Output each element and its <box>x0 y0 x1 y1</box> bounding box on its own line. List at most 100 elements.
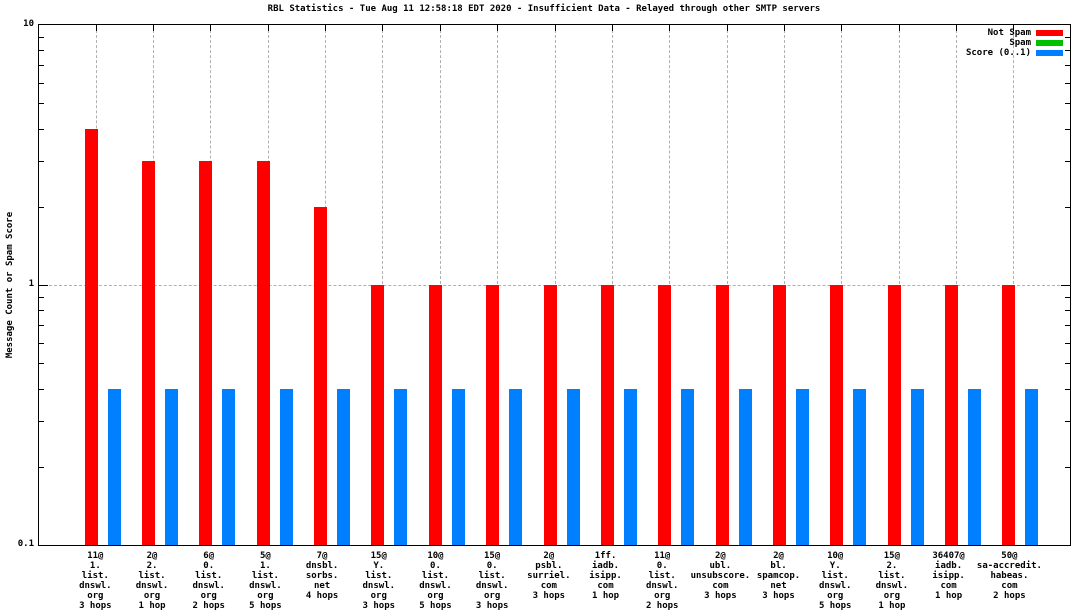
bar-not-spam <box>142 160 156 545</box>
chart-title: RBL Statistics - Tue Aug 11 12:58:18 EDT… <box>267 4 821 14</box>
bar-score <box>279 388 293 545</box>
bar-score <box>681 388 695 545</box>
y-axis-tick <box>39 466 44 468</box>
y-axis-tick <box>39 363 44 365</box>
legend-label: Not Spam <box>987 28 1031 38</box>
y-axis-tick <box>39 310 44 312</box>
category-label: 1ff. iadb. isipp. com 1 hop <box>589 551 622 601</box>
category-label: 50@ sa-accredit. habeas. com 2 hops <box>976 551 1042 601</box>
category-label: 15@ 0. list. dnswl. org 3 hops <box>475 551 509 611</box>
y-axis-tick <box>1065 36 1070 38</box>
category-cell <box>985 25 1042 545</box>
bar-score <box>394 388 408 545</box>
bar-not-spam <box>314 206 328 545</box>
y-axis-tick <box>39 206 44 208</box>
bar-not-spam <box>945 285 959 545</box>
category-label: 10@ Y. list. dnswl. org 5 hops <box>818 551 852 611</box>
legend-item: Score (0..1) <box>966 48 1063 58</box>
x-tick-top <box>439 25 441 31</box>
y-axis-tick <box>1065 82 1070 84</box>
bar-not-spam <box>830 285 844 545</box>
x-tick-top <box>382 25 384 31</box>
bar-not-spam <box>772 285 786 545</box>
category-cell <box>469 25 526 545</box>
category-label: 2@ psbl. surriel. com 3 hops <box>527 551 571 601</box>
category-label: 7@ dnsbl. sorbs. net 4 hops <box>305 551 339 601</box>
category-cell <box>182 25 239 545</box>
y-axis-tick <box>1065 342 1070 344</box>
bar-score <box>910 388 924 545</box>
y-axis-tick <box>1065 388 1070 390</box>
category-cell <box>870 25 927 545</box>
legend-label: Spam <box>1009 38 1031 48</box>
y-axis-tick <box>39 160 44 162</box>
bar-score <box>968 388 982 545</box>
bar-score <box>795 388 809 545</box>
y-axis-tick <box>39 50 44 52</box>
x-tick-top <box>497 25 499 31</box>
legend-item: Not Spam <box>966 28 1063 38</box>
y-axis-tick <box>1065 363 1070 365</box>
category-label: 2@ ubl. unsubscore. com 3 hops <box>690 551 751 601</box>
category-cell <box>755 25 812 545</box>
category-label: 11@ 0. list. dnswl. org 2 hops <box>645 551 679 611</box>
category-label: 2@ bl. spamcop. net 3 hops <box>756 551 801 601</box>
bar-score <box>451 388 465 545</box>
bar-score <box>738 388 752 545</box>
bar-score <box>1025 388 1039 545</box>
bar-not-spam <box>256 160 270 545</box>
category-label: 5@ 1. list. dnswl. org 5 hops <box>249 551 282 611</box>
x-tick-top <box>783 25 785 31</box>
category-cell <box>354 25 411 545</box>
y-axis-tick <box>39 420 44 422</box>
y-tick-label: 10 <box>23 19 34 29</box>
legend-swatch <box>1036 50 1063 56</box>
y-axis-tick <box>1065 128 1070 130</box>
category-cell <box>813 25 870 545</box>
legend-item: Spam <box>966 38 1063 48</box>
legend-label: Score (0..1) <box>965 48 1031 58</box>
y-axis-tick <box>1065 466 1070 468</box>
bar-not-spam <box>486 285 500 545</box>
category-cells <box>67 25 1042 545</box>
bar-score <box>853 388 867 545</box>
x-tick-top <box>267 25 269 31</box>
x-tick-top <box>898 25 900 31</box>
category-cell <box>927 25 984 545</box>
y-axis-tick <box>1065 310 1070 312</box>
y-axis-tick <box>1065 160 1070 162</box>
bar-not-spam <box>84 128 98 545</box>
bar-not-spam <box>1002 285 1016 545</box>
x-tick-top <box>95 25 97 31</box>
x-tick-top <box>841 25 843 31</box>
y-tick-label: 1 <box>28 279 34 289</box>
bar-not-spam <box>543 285 557 545</box>
x-tick-top <box>956 25 958 31</box>
bar-not-spam <box>428 285 442 545</box>
legend-swatch <box>1036 40 1063 46</box>
y-axis-tick <box>39 128 44 130</box>
x-tick-top <box>325 25 327 31</box>
x-tick-top <box>611 25 613 31</box>
category-label: 15@ 2. list. dnswl. org 1 hop <box>875 551 909 611</box>
plot-area <box>38 24 1071 546</box>
x-tick-top <box>153 25 155 31</box>
x-tick-top <box>210 25 212 31</box>
y-axis-tick <box>39 36 44 38</box>
y-axis-tick <box>39 388 44 390</box>
y-axis-tick <box>39 325 44 327</box>
bar-score <box>165 388 179 545</box>
bar-score <box>337 388 351 545</box>
y-axis-tick <box>1065 103 1070 105</box>
bar-not-spam <box>715 285 729 545</box>
bar-not-spam <box>600 285 614 545</box>
category-label: 10@ 0. list. dnswl. org 5 hops <box>419 551 452 611</box>
category-cell <box>124 25 181 545</box>
category-cell <box>411 25 468 545</box>
bar-not-spam <box>199 160 213 545</box>
x-tick-top <box>1013 25 1015 31</box>
category-label: 15@ Y. list. dnswl. org 3 hops <box>362 551 396 611</box>
y-axis-tick <box>1061 285 1070 286</box>
category-label: 6@ 0. list. dnswl. org 2 hops <box>192 551 225 611</box>
